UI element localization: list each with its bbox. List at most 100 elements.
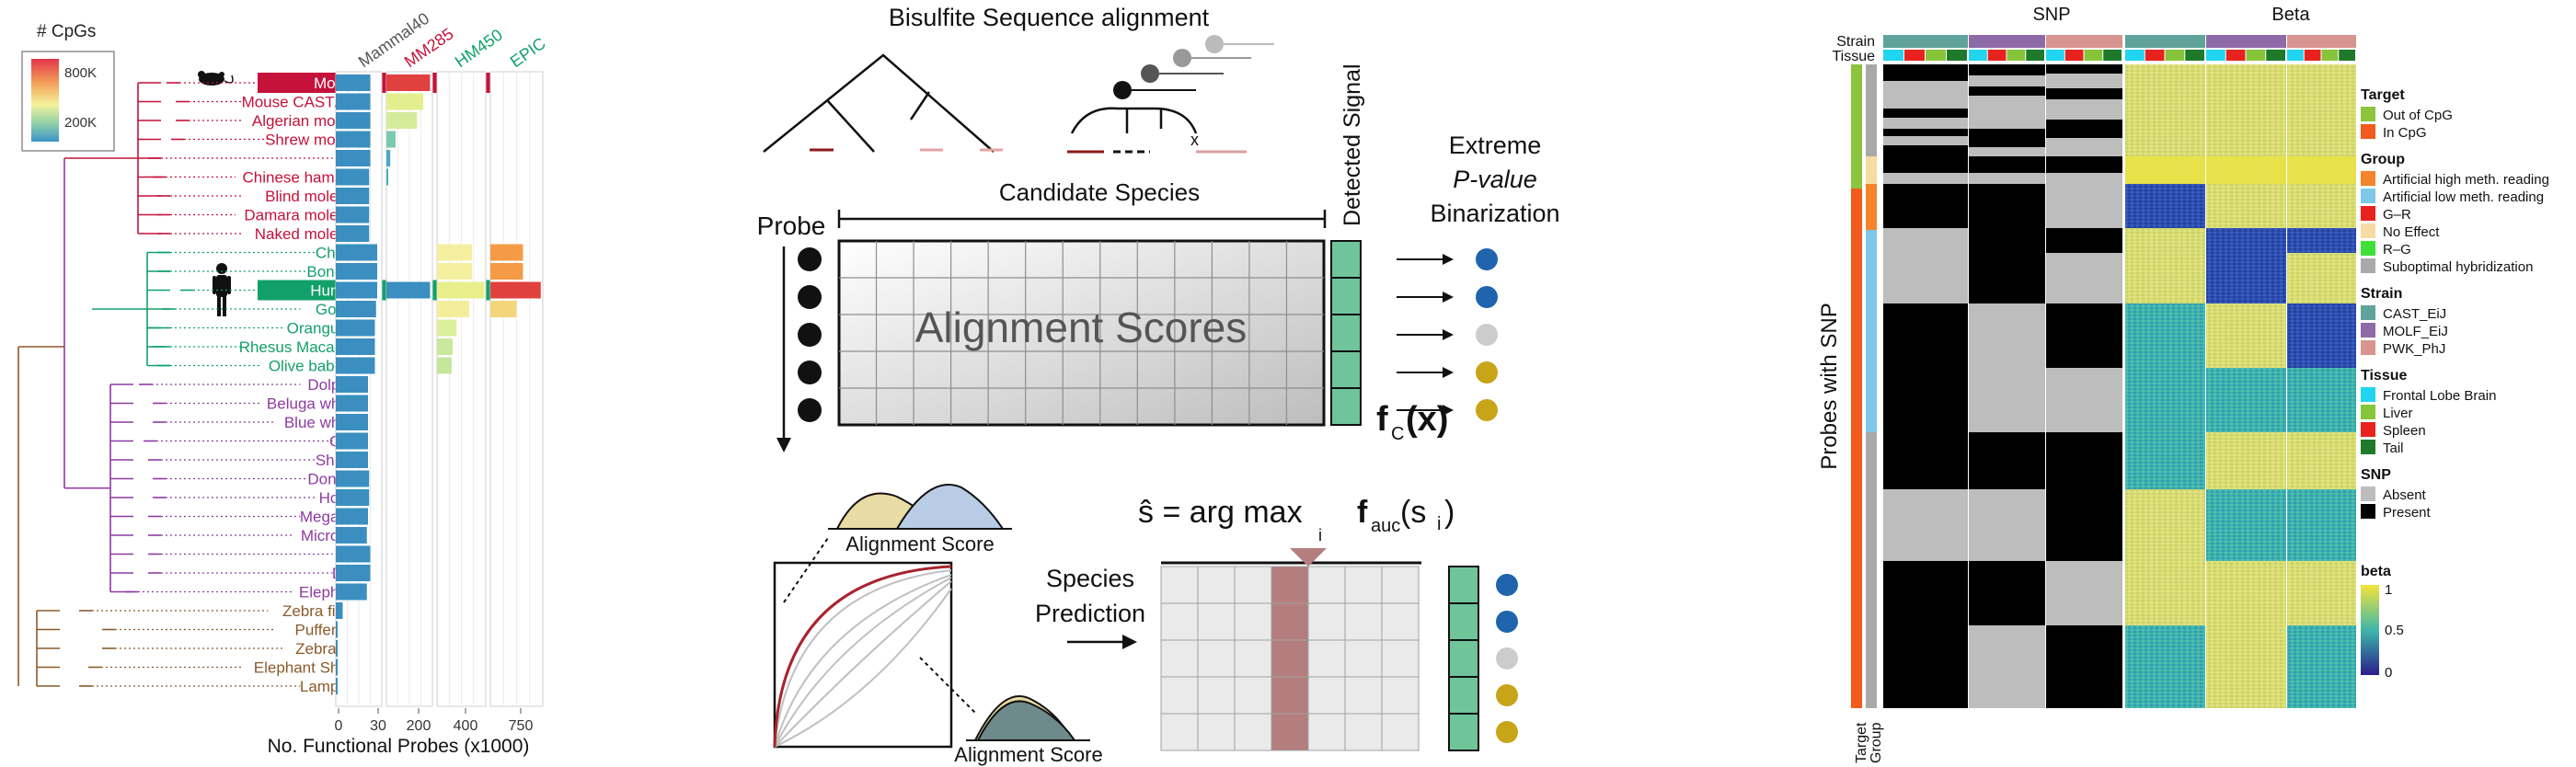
probe-bar bbox=[336, 281, 377, 299]
target-in-cpg bbox=[1851, 189, 1862, 708]
snp-present-block bbox=[2046, 120, 2122, 138]
legend-swatch bbox=[2361, 171, 2375, 186]
tissue-annotation bbox=[1969, 50, 1987, 61]
probe-bar bbox=[336, 338, 375, 355]
legend-item-label: Suboptimal hybridization bbox=[2383, 259, 2533, 275]
tick-label: 750 bbox=[509, 718, 534, 734]
prediction-cell bbox=[1381, 639, 1420, 678]
probe-bar bbox=[386, 93, 423, 110]
probe-bar bbox=[336, 188, 370, 204]
probe-bar bbox=[336, 93, 371, 110]
probe-bar bbox=[490, 263, 523, 280]
beta-gradient bbox=[2361, 585, 2379, 675]
beta-block bbox=[2206, 561, 2286, 708]
probe-dot bbox=[798, 398, 822, 422]
legend-section-title: Target bbox=[2361, 87, 2405, 103]
legend-swatch bbox=[2361, 107, 2375, 121]
alignment-score-top-label: Alignment Score bbox=[845, 532, 994, 555]
beta-block bbox=[2125, 228, 2205, 303]
legend-item-label: Absent bbox=[2383, 487, 2427, 503]
snp-heatmap-title: SNP bbox=[2032, 5, 2070, 25]
candidate-species-label: Candidate Species bbox=[999, 178, 1200, 206]
signal-cell bbox=[1330, 314, 1362, 352]
legend-section-title: Tissue bbox=[2361, 368, 2408, 384]
prediction-cell bbox=[1271, 602, 1309, 641]
prediction-cell bbox=[1344, 676, 1383, 715]
prediction-cell bbox=[1381, 713, 1420, 751]
detected-signal-label: Detected Signal bbox=[1340, 63, 1365, 226]
probe-label: Probe bbox=[757, 212, 826, 240]
snp-present-block bbox=[2046, 156, 2122, 173]
tissue-annotation bbox=[2206, 50, 2225, 61]
group-annotation bbox=[1866, 230, 1877, 432]
probe-bar bbox=[336, 583, 367, 601]
probe-bar bbox=[386, 131, 396, 148]
prediction-cell bbox=[1234, 602, 1272, 641]
probe-axis-arrowhead bbox=[776, 438, 791, 452]
probe-bar bbox=[336, 357, 375, 374]
legend-item-label: G–R bbox=[2383, 207, 2411, 223]
tissue-annotation bbox=[2046, 50, 2064, 61]
tissue-annotation bbox=[1904, 50, 1925, 61]
legend-swatch bbox=[2361, 206, 2375, 221]
legend-item-label: PWK_PhJ bbox=[2383, 341, 2445, 357]
tissue-annotation bbox=[2185, 50, 2204, 61]
fc-formula: f C (x) bbox=[1376, 400, 1448, 444]
legend-swatch bbox=[2361, 258, 2375, 273]
species-tree-icon bbox=[763, 53, 995, 153]
tissue-annotation bbox=[2084, 50, 2103, 61]
prediction-cell bbox=[1160, 713, 1199, 751]
prediction-cell bbox=[1307, 566, 1346, 604]
legend-swatch bbox=[2361, 124, 2375, 139]
legend-item-label: R–G bbox=[2383, 242, 2411, 258]
probe-bar bbox=[386, 168, 388, 186]
target-out-of-cpg bbox=[1851, 64, 1862, 189]
binarized-dot bbox=[1476, 248, 1498, 270]
beta-colorbar: beta 1 0.5 0 bbox=[2361, 564, 2404, 681]
alignment-score-bottom-label: Alignment Score bbox=[954, 743, 1102, 766]
prediction-cell bbox=[1160, 602, 1199, 641]
beta-block bbox=[2206, 432, 2286, 489]
legend-swatch bbox=[2361, 323, 2375, 338]
binarized-dot bbox=[1476, 324, 1498, 346]
probe-bar bbox=[336, 527, 367, 544]
legend-swatch bbox=[2361, 422, 2375, 437]
probe-bar bbox=[437, 263, 473, 280]
prediction-cell bbox=[1234, 676, 1272, 715]
strain-annotation bbox=[2206, 35, 2286, 48]
snp-present-block bbox=[1883, 64, 1968, 81]
legend-item-label: Tail bbox=[2383, 441, 2404, 456]
argmax-subscript: auc bbox=[1371, 516, 1400, 536]
probe-bar bbox=[336, 206, 370, 223]
tissue-annotation bbox=[2145, 50, 2165, 61]
prediction-cell bbox=[1197, 639, 1236, 678]
legend-swatch bbox=[2361, 340, 2375, 355]
snp-present-block bbox=[1969, 228, 2045, 303]
beta-block bbox=[2206, 368, 2286, 432]
prediction-cell bbox=[1381, 676, 1420, 715]
binarization-arrowhead bbox=[1443, 367, 1454, 378]
beta-block bbox=[2287, 253, 2356, 303]
probe-bar bbox=[336, 395, 368, 412]
tissue-annotation bbox=[1947, 50, 1967, 61]
probe-bar bbox=[336, 263, 377, 280]
prediction-arrowhead bbox=[1122, 635, 1137, 649]
group-annotation bbox=[1866, 64, 1877, 156]
probe-bar bbox=[336, 508, 368, 525]
binarization-arrowhead bbox=[1443, 405, 1454, 416]
probe-bar bbox=[336, 112, 371, 129]
auc-curve-plot bbox=[773, 537, 976, 749]
alignment-scores-label: Alignment Scores bbox=[915, 303, 1248, 351]
prediction-cell bbox=[1197, 676, 1236, 715]
prediction-cell bbox=[1344, 602, 1383, 641]
panel-b-workflow-diagram: Bisulfite Sequence alignment x bbox=[757, 4, 1560, 766]
group-column-label: Group bbox=[1869, 722, 1884, 763]
snp-present-block bbox=[2046, 64, 2122, 74]
probe-bar bbox=[336, 489, 370, 506]
beta-block bbox=[2287, 368, 2356, 432]
beta-tick-mid: 0.5 bbox=[2385, 623, 2404, 638]
prediction-cell bbox=[1307, 639, 1346, 678]
snp-present-block bbox=[1883, 156, 1968, 173]
prediction-dots bbox=[1496, 574, 1518, 743]
legend-swatch bbox=[2361, 189, 2375, 203]
